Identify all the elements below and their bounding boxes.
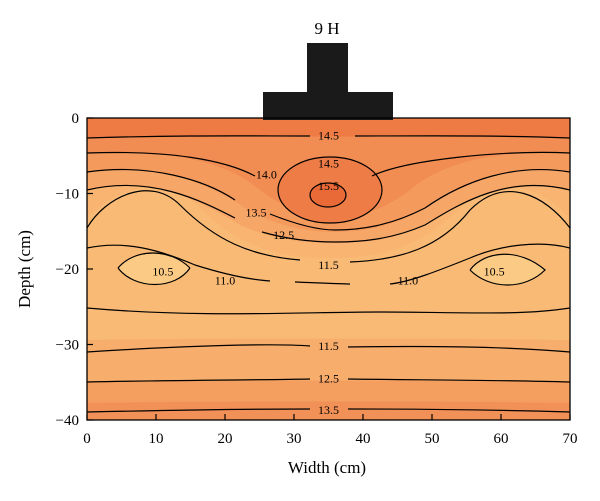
band-14-5: [87, 118, 570, 138]
x-tick-label: 30: [287, 431, 302, 447]
contour-value-label: 15.5: [318, 179, 339, 193]
contour-value-label: 11.0: [215, 273, 236, 287]
contour-line-lower-2: [87, 344, 570, 353]
contour-line-11: [87, 243, 570, 285]
y-tick-label: −10: [56, 187, 79, 203]
contour-line-core-inner: [309, 182, 347, 208]
contour-lines: [87, 135, 570, 413]
contour-value-label: 11.0: [398, 273, 419, 287]
y-axis-title: Depth (cm): [15, 230, 34, 308]
band-core-inner: [310, 183, 346, 207]
contour-value-label: 14.5: [318, 128, 339, 142]
x-tick-label: 60: [494, 431, 509, 447]
y-tick-label: −30: [56, 338, 79, 354]
x-tick-label: 50: [425, 431, 440, 447]
chart-title: 9 H: [314, 19, 339, 38]
contour-value-label: 10.5: [484, 264, 505, 278]
contour-value-label: 13.5: [318, 403, 339, 417]
x-axis: 0 10 20 30 40 50 60 70: [83, 414, 578, 447]
contour-value-label: 11.5: [318, 258, 339, 272]
footing-base: [263, 92, 393, 120]
y-axis: 0 −10 −20 −30 −40: [56, 111, 93, 429]
contour-fill-bands: [87, 118, 570, 420]
contour-line-top-1: [87, 135, 570, 139]
y-tick-label: 0: [72, 111, 80, 127]
contour-line-10-5-right: [469, 253, 546, 286]
contour-line-top-2: [87, 151, 570, 177]
load-footing: [263, 43, 393, 120]
contour-labels: 15.5 14.5 14.5 14.0 13.5 12.5 11.5 11.0 11.0 10.5…: [152, 128, 504, 417]
y-tick-label: −40: [56, 413, 79, 429]
x-tick-label: 20: [218, 431, 233, 447]
band-bottom-3: [87, 401, 570, 420]
contour-line-lower-1: [87, 307, 570, 315]
x-tick-label: 10: [149, 431, 164, 447]
contour-value-label: 10.5: [152, 264, 173, 278]
band-left-lobe: [118, 253, 190, 285]
contour-line-lower-3: [87, 378, 570, 383]
contour-line-10-5-left: [117, 252, 191, 286]
contour-value-label: 14.5: [318, 156, 339, 170]
x-axis-title: Width (cm): [288, 458, 366, 477]
x-tick-label: 0: [83, 431, 91, 447]
contour-value-label: 13.5: [246, 205, 267, 219]
contour-value-label: 14.0: [256, 168, 277, 182]
x-tick-label: 40: [356, 431, 371, 447]
contour-line-13: [87, 184, 570, 243]
footing-stem: [307, 43, 348, 93]
contour-line-14: [87, 169, 570, 231]
band-right-lobe: [470, 254, 545, 285]
contour-line-core-outer: [277, 156, 383, 224]
contour-line-lower-4: [87, 408, 570, 413]
contour-value-label: 11.5: [318, 339, 339, 353]
x-tick-label: 70: [563, 431, 578, 447]
contour-value-label: 12.5: [318, 371, 339, 385]
contour-line-12: [87, 190, 570, 263]
contour-value-label: 12.5: [273, 228, 294, 242]
y-tick-label: −20: [56, 262, 79, 278]
